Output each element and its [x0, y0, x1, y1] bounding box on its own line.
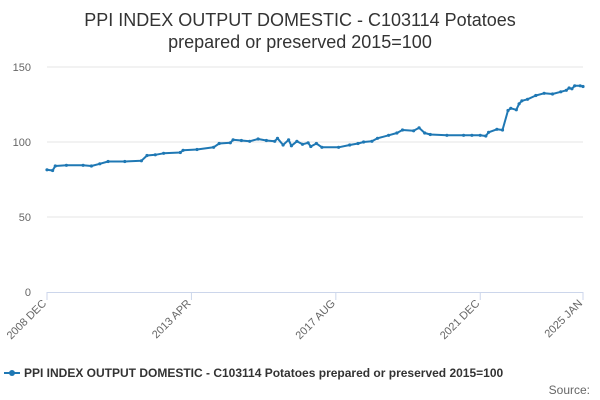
data-point[interactable] — [517, 102, 521, 106]
data-point[interactable] — [217, 141, 221, 146]
data-point[interactable] — [534, 93, 538, 98]
data-point[interactable] — [287, 138, 291, 142]
data-point[interactable] — [559, 90, 563, 94]
data-point[interactable] — [123, 159, 127, 164]
data-point[interactable] — [550, 92, 555, 96]
data-point[interactable] — [320, 145, 324, 149]
data-point[interactable] — [570, 87, 574, 91]
data-point[interactable] — [81, 163, 85, 167]
data-point[interactable] — [417, 126, 421, 130]
data-point[interactable] — [487, 130, 491, 134]
data-point[interactable] — [428, 132, 432, 137]
x-tick-label: 2021 DEC — [438, 298, 482, 342]
data-point[interactable] — [567, 86, 571, 90]
data-point[interactable] — [89, 164, 93, 168]
x-tick-label: 2025 JAN — [542, 298, 585, 341]
chart-title-line-2: prepared or preserved 2015=100 — [168, 32, 432, 52]
data-point[interactable] — [506, 108, 510, 113]
x-tick-label: 2017 AUG — [294, 298, 338, 342]
data-point[interactable] — [139, 159, 143, 163]
chart-title-line-1: PPI INDEX OUTPUT DOMESTIC - C103114 Pota… — [84, 10, 515, 30]
data-point[interactable] — [239, 138, 243, 143]
data-point[interactable] — [256, 137, 260, 141]
data-point[interactable] — [64, 163, 68, 167]
data-point[interactable] — [462, 133, 466, 137]
data-point[interactable] — [300, 142, 305, 146]
chart-title: PPI INDEX OUTPUT DOMESTIC - C103114 Pota… — [84, 10, 515, 52]
gridlines — [47, 66, 583, 218]
x-tick-label: 2008 DEC — [5, 298, 49, 342]
data-point[interactable] — [295, 139, 299, 143]
data-point[interactable] — [53, 164, 57, 168]
data-point[interactable] — [362, 140, 366, 144]
series-line[interactable] — [46, 84, 584, 172]
data-point[interactable] — [500, 128, 505, 132]
x-tick-label: 2013 APR — [150, 298, 194, 342]
data-point[interactable] — [484, 134, 488, 138]
series-group — [45, 84, 585, 173]
data-point[interactable] — [520, 99, 524, 103]
legend-marker — [9, 370, 15, 376]
y-tick-label: 50 — [19, 212, 31, 224]
data-point[interactable] — [514, 108, 518, 112]
data-point[interactable] — [387, 133, 391, 137]
data-point[interactable] — [578, 84, 582, 88]
legend[interactable]: PPI INDEX OUTPUT DOMESTIC - C103114 Pota… — [4, 366, 504, 380]
data-point[interactable] — [348, 143, 352, 147]
data-point[interactable] — [153, 153, 157, 157]
data-point[interactable] — [51, 168, 55, 173]
data-point[interactable] — [525, 97, 530, 101]
legend-label[interactable]: PPI INDEX OUTPUT DOMESTIC - C103114 Pota… — [24, 366, 504, 380]
data-point[interactable] — [212, 145, 216, 149]
data-point[interactable] — [412, 129, 416, 133]
data-point[interactable] — [309, 144, 313, 149]
data-point[interactable] — [45, 168, 49, 172]
source-label: Source: — [549, 383, 590, 397]
data-point[interactable] — [423, 131, 427, 135]
data-point[interactable] — [337, 145, 341, 149]
data-point[interactable] — [275, 136, 280, 140]
data-point[interactable] — [445, 133, 449, 137]
data-point[interactable] — [281, 143, 285, 147]
data-point[interactable] — [264, 138, 268, 143]
data-point[interactable] — [495, 127, 499, 131]
data-point[interactable] — [162, 151, 166, 155]
y-tick-label: 0 — [25, 287, 31, 299]
data-point[interactable] — [228, 141, 232, 145]
data-point[interactable] — [470, 133, 474, 137]
data-point[interactable] — [375, 136, 380, 140]
data-point[interactable] — [314, 141, 318, 146]
data-point[interactable] — [400, 128, 405, 132]
data-point[interactable] — [195, 147, 199, 152]
data-point[interactable] — [98, 162, 102, 166]
data-point[interactable] — [370, 139, 374, 143]
data-point[interactable] — [289, 144, 293, 148]
y-axis: 0 50 100 150 — [13, 62, 31, 299]
data-point[interactable] — [356, 141, 360, 146]
data-point[interactable] — [542, 91, 546, 95]
x-axis: 2008 DEC 2013 APR 2017 AUG 2021 DEC 2025 JAN — [5, 292, 585, 342]
data-point[interactable] — [478, 133, 482, 137]
data-point[interactable] — [509, 106, 513, 110]
data-point[interactable] — [181, 148, 185, 152]
data-point[interactable] — [273, 139, 277, 143]
data-point[interactable] — [248, 139, 252, 143]
data-point[interactable] — [306, 141, 310, 145]
data-point[interactable] — [395, 131, 399, 135]
y-tick-label: 150 — [13, 62, 31, 74]
data-point[interactable] — [145, 153, 149, 158]
data-point[interactable] — [581, 84, 585, 89]
data-point[interactable] — [564, 88, 568, 92]
y-tick-label: 100 — [13, 137, 31, 149]
data-point[interactable] — [178, 150, 182, 155]
data-point[interactable] — [106, 159, 110, 164]
data-point[interactable] — [573, 84, 577, 88]
data-point[interactable] — [231, 138, 235, 142]
